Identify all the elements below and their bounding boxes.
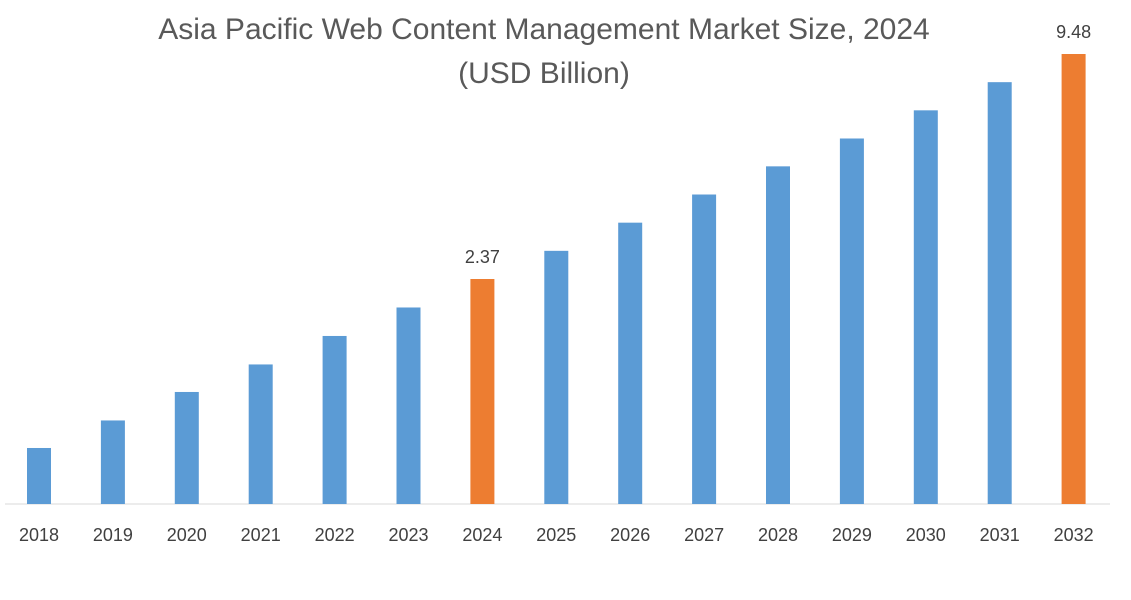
- x-tick-label-2024: 2024: [462, 525, 502, 545]
- bar-2021: [248, 364, 273, 504]
- x-tick-label-2025: 2025: [536, 525, 576, 545]
- x-tick-label-2032: 2032: [1054, 525, 1094, 545]
- x-tick-label-2026: 2026: [610, 525, 650, 545]
- bar-2023: [396, 307, 421, 504]
- bar-2029: [839, 138, 864, 505]
- data-label-2024: 2.37: [465, 247, 500, 267]
- bar-2019: [100, 420, 125, 504]
- chart-title-main: Asia Pacific Web Content Management Mark…: [158, 13, 930, 46]
- bar-2030: [913, 110, 938, 505]
- bar-2026: [618, 222, 643, 504]
- x-tick-label-2018: 2018: [19, 525, 59, 545]
- bar-2022: [322, 335, 347, 504]
- x-tick-label-2019: 2019: [93, 525, 133, 545]
- bar-2018: [27, 447, 51, 504]
- x-tick-label-2031: 2031: [980, 525, 1020, 545]
- x-tick-label-2022: 2022: [315, 525, 355, 545]
- bar-2027: [692, 194, 717, 504]
- x-tick-label-2029: 2029: [832, 525, 872, 545]
- x-tick-label-2027: 2027: [684, 525, 724, 545]
- bar-2032: [1061, 54, 1086, 504]
- chart-title: Asia Pacific Web Content Management Mark…: [0, 8, 1088, 96]
- x-tick-label-2028: 2028: [758, 525, 798, 545]
- bar-2025: [544, 250, 569, 504]
- bar-2031: [987, 82, 1012, 505]
- x-tick-label-2023: 2023: [388, 525, 428, 545]
- bar-2020: [174, 391, 199, 504]
- chart-subtitle: (USD Billion): [458, 57, 630, 90]
- x-tick-label-2020: 2020: [167, 525, 207, 545]
- bar-2024: [470, 279, 495, 504]
- data-label-2032: 9.48: [1056, 22, 1091, 42]
- x-tick-label-2021: 2021: [241, 525, 281, 545]
- bar-2028: [766, 166, 790, 504]
- x-tick-label-2030: 2030: [906, 525, 946, 545]
